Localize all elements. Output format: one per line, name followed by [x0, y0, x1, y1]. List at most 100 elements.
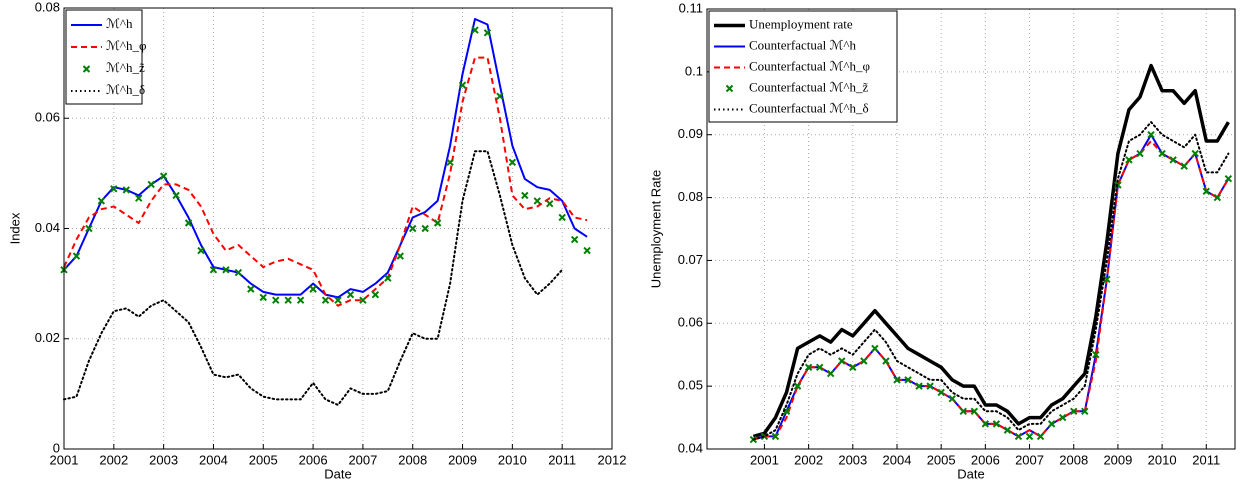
legend-label: ℳ^h	[106, 16, 133, 31]
marker	[893, 376, 901, 384]
marker	[309, 285, 317, 293]
x-tick-label: 2007	[1015, 452, 1044, 467]
marker	[1036, 432, 1045, 441]
x-tick-label: 2004	[199, 452, 228, 467]
x-tick-label: 2001	[50, 452, 79, 467]
y-tick-label: 0.04	[678, 440, 703, 455]
x-tick-label: 2012	[598, 452, 627, 467]
marker	[135, 194, 143, 202]
marker	[508, 158, 517, 167]
marker	[72, 252, 81, 260]
marker	[184, 219, 193, 227]
marker	[1092, 351, 1100, 359]
marker	[1136, 149, 1144, 158]
marker	[122, 186, 130, 194]
legend-label: Unemployment rate	[749, 16, 853, 31]
legend-label: Counterfactual ℳ^h_δ	[749, 100, 869, 115]
y-tick-label: 0	[53, 440, 60, 455]
x-tick-label: 2008	[1059, 452, 1088, 467]
y-tick-label: 0.06	[678, 315, 703, 330]
y-tick-label: 0.04	[35, 220, 60, 235]
y-tick-label: 0.05	[678, 378, 703, 393]
marker	[904, 376, 912, 384]
marker	[981, 420, 990, 428]
marker	[1224, 175, 1233, 183]
x-tick-label: 2011	[548, 452, 576, 467]
x-tick-label: 2010	[1148, 452, 1177, 467]
marker	[384, 274, 392, 282]
marker	[1014, 432, 1023, 441]
axes-frame	[706, 8, 1236, 450]
legend-swatch	[725, 84, 734, 93]
x-tick-label: 2009	[1103, 452, 1132, 467]
x-tick-label: 2004	[883, 452, 912, 467]
series-line	[752, 121, 1230, 441]
marker	[771, 432, 780, 441]
y-tick-label: 0.08	[35, 0, 60, 14]
marker	[259, 293, 267, 302]
marker	[804, 363, 813, 371]
legend-swatch	[82, 65, 91, 73]
marker	[1070, 407, 1078, 415]
marker	[471, 26, 479, 34]
legend-label: Counterfactual ℳ^h_z̃	[749, 79, 868, 94]
y-axis-label: Index	[7, 212, 22, 244]
marker	[296, 296, 305, 304]
axes-frame	[63, 7, 613, 450]
y-tick-label: 0.06	[35, 110, 60, 125]
y-tick-label: 0.08	[678, 189, 703, 204]
marker	[247, 285, 255, 293]
marker	[172, 191, 180, 200]
marker	[871, 344, 879, 353]
marker	[396, 252, 404, 260]
plot-area	[64, 8, 612, 449]
marker	[433, 219, 442, 227]
marker	[321, 296, 330, 304]
series-line	[63, 56, 588, 307]
x-tick-label: 2009	[448, 452, 477, 467]
x-tick-label: 2003	[149, 452, 178, 467]
y-axis-label: Unemployment Rate	[648, 170, 663, 289]
x-tick-label: 2001	[750, 452, 779, 467]
x-axis-label: Date	[324, 466, 351, 481]
marker	[1025, 432, 1034, 441]
marker	[421, 224, 429, 233]
series-line	[753, 140, 1230, 441]
marker	[1202, 187, 1210, 195]
marker	[970, 407, 979, 415]
marker	[937, 388, 945, 397]
marker	[446, 158, 454, 167]
marker	[496, 92, 504, 100]
legend-label: ℳ^h_δ	[106, 82, 145, 97]
marker	[110, 185, 118, 193]
marker	[1213, 193, 1222, 202]
marker	[948, 395, 956, 403]
marker	[1158, 149, 1166, 158]
legend-label: Counterfactual ℳ^h	[749, 37, 856, 52]
marker	[159, 172, 168, 180]
marker	[234, 268, 243, 277]
x-tick-label: 2010	[498, 452, 527, 467]
marker	[371, 290, 380, 299]
x-tick-label: 2006	[971, 452, 1000, 467]
marker	[85, 224, 93, 233]
marker	[1081, 407, 1089, 415]
marker	[1058, 413, 1067, 422]
marker	[346, 290, 355, 299]
x-axis-label: Date	[957, 466, 984, 481]
marker	[458, 81, 467, 89]
marker	[827, 369, 835, 378]
marker	[882, 357, 890, 365]
x-tick-label: 2005	[249, 452, 278, 467]
marker	[334, 296, 342, 304]
y-tick-label: 0.02	[35, 330, 60, 345]
marker	[793, 382, 802, 390]
marker	[359, 296, 367, 304]
marker	[915, 382, 923, 390]
marker	[284, 296, 292, 304]
y-tick-label: 0.1	[685, 63, 703, 78]
legend: Unemployment rate Counterfactual ℳ^h Count…	[708, 10, 898, 123]
marker	[197, 246, 205, 255]
legend-label: ℳ^h_z̃	[106, 60, 145, 75]
legend-label: ℳ^h_φ	[106, 38, 147, 53]
